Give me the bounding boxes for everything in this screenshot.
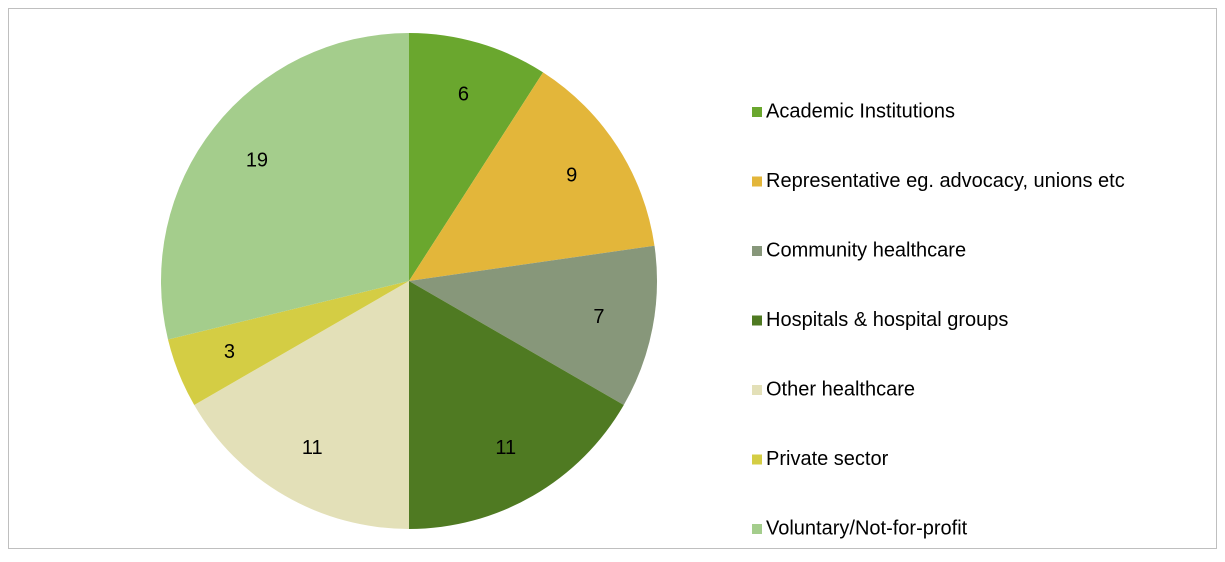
data-label: 11 — [302, 437, 323, 459]
legend-label: Voluntary/Not-for-profit — [766, 517, 968, 539]
legend-label: Hospitals & hospital groups — [766, 309, 1008, 331]
pie-slice — [194, 281, 409, 529]
pie-slice — [409, 72, 655, 281]
legend-label: Academic Institutions — [766, 100, 955, 122]
legend-swatch — [752, 315, 762, 326]
legend-label: Representative eg. advocacy, unions etc — [766, 170, 1125, 192]
legend-swatch — [752, 246, 762, 256]
pie-slice — [409, 33, 544, 281]
legend-swatch — [752, 385, 762, 395]
data-label: 3 — [224, 341, 235, 363]
data-label: 9 — [566, 165, 577, 187]
data-label: 11 — [495, 437, 516, 459]
legend-swatch — [752, 524, 762, 534]
data-label: 19 — [246, 150, 268, 172]
data-label: 6 — [458, 84, 469, 106]
legend-swatch — [752, 107, 762, 117]
data-label: 7 — [593, 306, 604, 328]
pie-slice — [409, 245, 657, 405]
pie-slice — [409, 281, 624, 529]
pie-slice — [161, 33, 409, 340]
legend-swatch — [752, 454, 762, 465]
legend-label: Private sector — [766, 448, 889, 470]
legend-swatch — [752, 176, 762, 187]
pie-slice — [167, 281, 409, 405]
legend-label: Community healthcare — [766, 239, 966, 261]
legend-label: Other healthcare — [766, 378, 915, 400]
